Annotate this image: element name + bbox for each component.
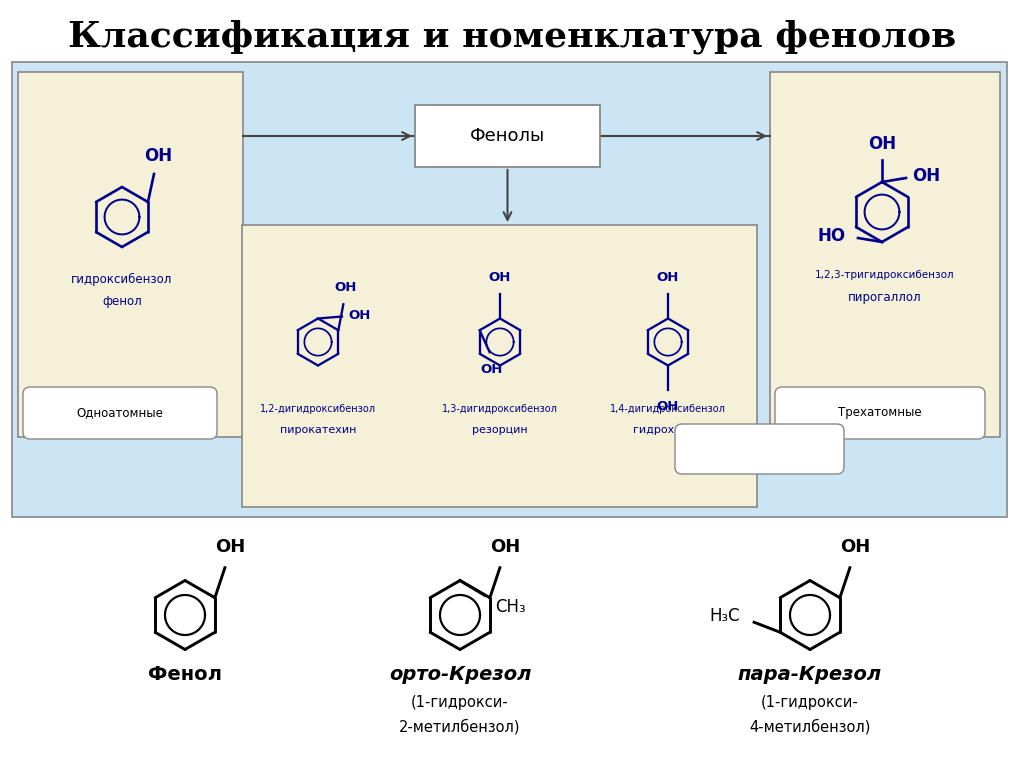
Text: OH: OH xyxy=(349,309,371,322)
Text: OH: OH xyxy=(912,167,940,185)
Text: (1-гидрокси-: (1-гидрокси- xyxy=(411,694,509,709)
Text: пирокатехин: пирокатехин xyxy=(280,425,356,435)
Text: OH: OH xyxy=(488,271,511,284)
Text: Классификация и номенклатура фенолов: Классификация и номенклатура фенолов xyxy=(68,20,956,54)
FancyBboxPatch shape xyxy=(12,62,1007,517)
Text: 2-метилбензол): 2-метилбензол) xyxy=(399,719,521,735)
Text: орто-Крезол: орто-Крезол xyxy=(389,666,531,684)
Text: OH: OH xyxy=(489,538,520,556)
Text: 1,2-дигидроксибензол: 1,2-дигидроксибензол xyxy=(260,404,376,414)
Text: Фенол: Фенол xyxy=(148,666,222,684)
Text: (1-гидрокси-: (1-гидрокси- xyxy=(761,694,859,709)
FancyBboxPatch shape xyxy=(675,424,844,474)
Text: OH: OH xyxy=(868,135,896,153)
Text: HO: HO xyxy=(818,227,846,245)
Text: 1,3-дигидроксибензол: 1,3-дигидроксибензол xyxy=(442,404,558,414)
Text: 1,2,3-тригидроксибензол: 1,2,3-тригидроксибензол xyxy=(815,270,954,280)
Text: Фенолы: Фенолы xyxy=(470,127,545,145)
Text: гидрохинон: гидрохинон xyxy=(633,425,702,435)
FancyBboxPatch shape xyxy=(415,105,600,167)
Text: OH: OH xyxy=(334,281,356,294)
Text: гидроксибензол: гидроксибензол xyxy=(72,272,173,285)
Text: OH: OH xyxy=(144,147,172,165)
FancyBboxPatch shape xyxy=(242,225,757,507)
Text: OH: OH xyxy=(656,271,679,284)
FancyBboxPatch shape xyxy=(18,72,243,437)
Text: OH: OH xyxy=(840,538,870,556)
FancyBboxPatch shape xyxy=(770,72,1000,437)
Text: 1,4-дигидроксибензол: 1,4-дигидроксибензол xyxy=(610,404,726,414)
Text: фенол: фенол xyxy=(102,295,142,308)
Text: пара-Крезол: пара-Крезол xyxy=(738,666,882,684)
Text: Трехатомные: Трехатомные xyxy=(839,406,922,419)
Text: CH₃: CH₃ xyxy=(495,597,525,615)
Text: OH: OH xyxy=(215,538,245,556)
Text: пирогаллол: пирогаллол xyxy=(848,291,922,304)
Text: резорцин: резорцин xyxy=(472,425,527,435)
Text: H₃C: H₃C xyxy=(710,607,740,625)
FancyBboxPatch shape xyxy=(775,387,985,439)
Text: OH: OH xyxy=(656,400,679,413)
Text: 4-метилбензол): 4-метилбензол) xyxy=(750,719,870,735)
Text: Одноатомные: Одноатомные xyxy=(77,406,164,419)
Text: Двухатомные: Двухатомные xyxy=(718,443,803,456)
Text: OH: OH xyxy=(480,363,503,376)
FancyBboxPatch shape xyxy=(23,387,217,439)
